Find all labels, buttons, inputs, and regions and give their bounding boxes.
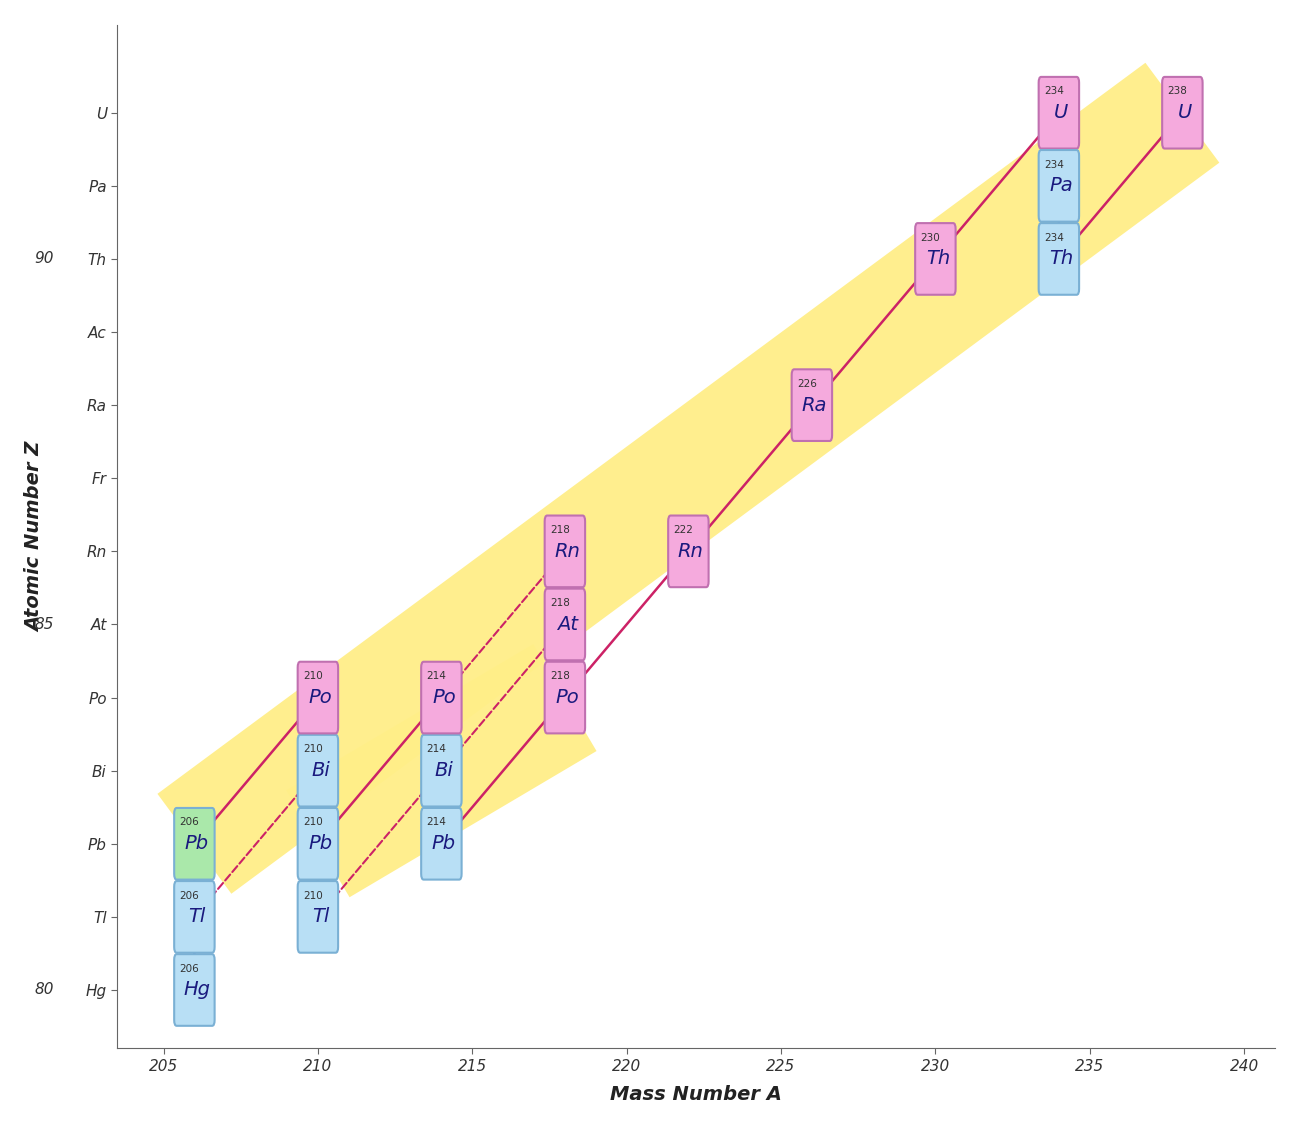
Text: 206: 206 xyxy=(179,964,199,973)
FancyBboxPatch shape xyxy=(174,954,214,1026)
Text: 214: 214 xyxy=(426,817,447,828)
Text: Pa: Pa xyxy=(1049,176,1074,195)
Text: Rn: Rn xyxy=(554,542,580,561)
FancyBboxPatch shape xyxy=(421,735,461,806)
Text: 210: 210 xyxy=(303,672,322,681)
Text: 234: 234 xyxy=(1044,159,1065,169)
Text: Th: Th xyxy=(926,250,950,269)
FancyBboxPatch shape xyxy=(421,808,461,879)
FancyBboxPatch shape xyxy=(1039,224,1079,295)
Text: Po: Po xyxy=(308,688,333,707)
Text: 210: 210 xyxy=(303,891,322,901)
Text: Th: Th xyxy=(1049,250,1074,269)
Text: 85: 85 xyxy=(34,616,53,632)
Text: 218: 218 xyxy=(550,598,571,609)
FancyBboxPatch shape xyxy=(298,662,338,734)
Text: 214: 214 xyxy=(426,744,447,754)
Text: 210: 210 xyxy=(303,817,322,828)
Text: Ra: Ra xyxy=(802,395,827,414)
FancyBboxPatch shape xyxy=(1162,77,1202,149)
Text: 206: 206 xyxy=(179,817,199,828)
Y-axis label: Atomic Number Z: Atomic Number Z xyxy=(25,441,44,632)
FancyBboxPatch shape xyxy=(668,516,709,587)
FancyBboxPatch shape xyxy=(792,369,832,441)
FancyBboxPatch shape xyxy=(915,224,956,295)
FancyBboxPatch shape xyxy=(545,516,585,587)
FancyBboxPatch shape xyxy=(421,662,461,734)
FancyBboxPatch shape xyxy=(174,808,214,879)
Text: Pb: Pb xyxy=(432,834,456,854)
Text: At: At xyxy=(556,615,578,634)
FancyBboxPatch shape xyxy=(298,808,338,879)
FancyBboxPatch shape xyxy=(1039,77,1079,149)
Text: 80: 80 xyxy=(34,982,53,998)
Text: 206: 206 xyxy=(179,891,199,901)
Text: 214: 214 xyxy=(426,672,447,681)
FancyBboxPatch shape xyxy=(174,881,214,953)
Polygon shape xyxy=(286,645,597,898)
FancyBboxPatch shape xyxy=(298,735,338,806)
Text: Tl: Tl xyxy=(312,908,329,927)
Text: 226: 226 xyxy=(797,379,818,388)
Text: Bi: Bi xyxy=(311,761,330,780)
Text: Hg: Hg xyxy=(183,980,211,999)
Text: 238: 238 xyxy=(1167,87,1188,96)
Text: 222: 222 xyxy=(673,525,694,535)
Text: Pb: Pb xyxy=(308,834,333,854)
Polygon shape xyxy=(157,63,1219,894)
Text: 218: 218 xyxy=(550,672,571,681)
Text: Po: Po xyxy=(555,688,580,707)
Text: 218: 218 xyxy=(550,525,571,535)
Text: Bi: Bi xyxy=(434,761,454,780)
FancyBboxPatch shape xyxy=(298,881,338,953)
Text: Pb: Pb xyxy=(185,834,209,854)
X-axis label: Mass Number A: Mass Number A xyxy=(610,1085,783,1104)
Text: 90: 90 xyxy=(34,252,53,266)
FancyBboxPatch shape xyxy=(1039,150,1079,221)
Text: U: U xyxy=(1178,103,1192,122)
Text: 234: 234 xyxy=(1044,87,1065,96)
FancyBboxPatch shape xyxy=(545,662,585,734)
Text: 210: 210 xyxy=(303,744,322,754)
Text: Rn: Rn xyxy=(677,542,703,561)
Text: Po: Po xyxy=(432,688,456,707)
Text: 230: 230 xyxy=(920,233,940,243)
Text: Tl: Tl xyxy=(188,908,205,927)
FancyBboxPatch shape xyxy=(545,588,585,660)
Text: U: U xyxy=(1054,103,1069,122)
Text: 234: 234 xyxy=(1044,233,1065,243)
